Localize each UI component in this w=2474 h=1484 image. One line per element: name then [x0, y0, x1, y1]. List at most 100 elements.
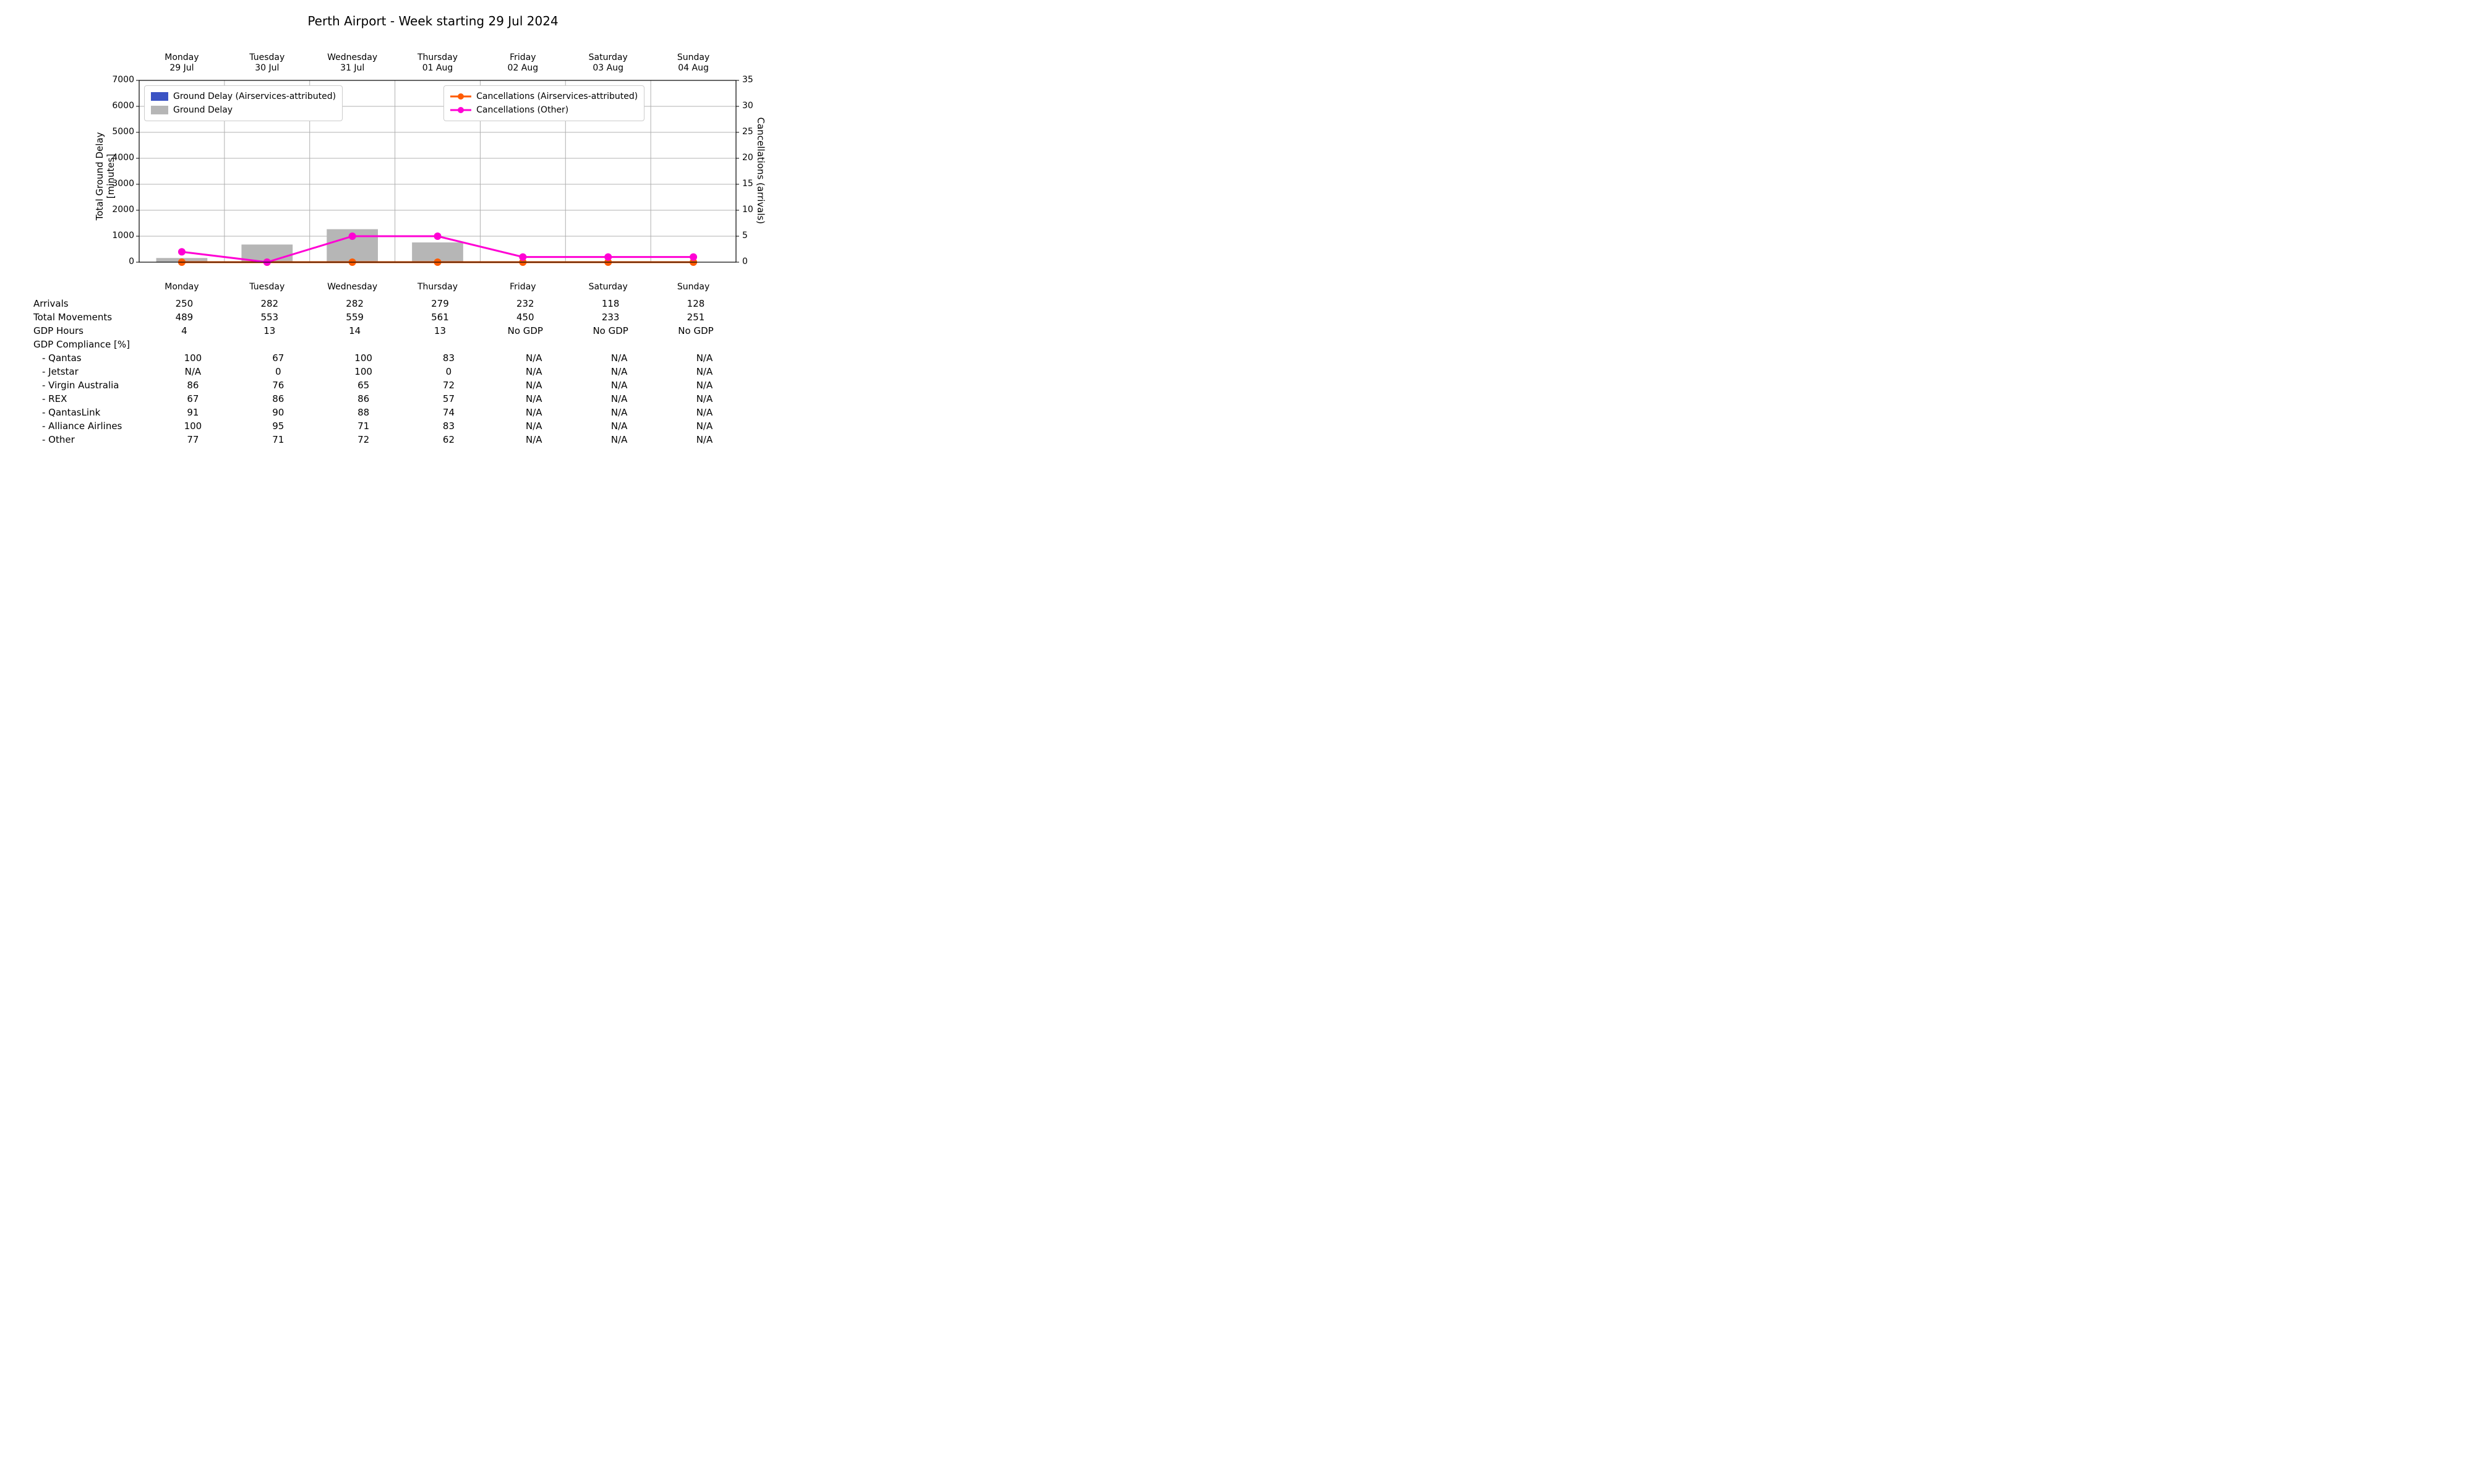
table-cell: 74	[406, 407, 492, 418]
row-label: - REX	[31, 393, 150, 404]
top-tick-day: Monday	[165, 53, 199, 62]
y-right-tick: 25	[742, 127, 767, 137]
row-label: Total Movements	[31, 312, 142, 323]
top-tick-label: Saturday03 Aug	[571, 53, 645, 74]
legend-right: Cancellations (Airservices-attributed)Ca…	[443, 85, 644, 121]
table-cell: 72	[321, 434, 406, 445]
table-cell: 62	[406, 434, 492, 445]
table-cell: 279	[398, 298, 483, 309]
marker-cancel-other	[690, 254, 697, 261]
top-tick-label: Monday29 Jul	[145, 53, 219, 74]
table-cell: 118	[568, 298, 653, 309]
table-cell: N/A	[576, 407, 662, 418]
y-left-tick: 4000	[103, 153, 134, 163]
table-cell: 100	[321, 352, 406, 364]
table-cell: 86	[236, 393, 321, 404]
table-cell: No GDP	[568, 325, 653, 336]
table-cell: No GDP	[482, 325, 568, 336]
top-tick-label: Wednesday31 Jul	[315, 53, 390, 74]
table-cell: N/A	[576, 420, 662, 432]
row-label: GDP Hours	[31, 325, 142, 336]
legend-swatch	[151, 106, 168, 114]
top-tick-date: 01 Aug	[422, 63, 453, 73]
bottom-tick-label: Friday	[486, 282, 560, 292]
y-right-tick: 5	[742, 231, 767, 241]
table-row: - JetstarN/A01000N/AN/AN/A	[31, 365, 747, 378]
table-cell: 88	[321, 407, 406, 418]
table-cell: 0	[236, 366, 321, 377]
table-cell: N/A	[491, 393, 576, 404]
table-cell: 77	[150, 434, 236, 445]
bottom-tick-label: Wednesday	[315, 282, 390, 292]
row-label: GDP Compliance [%]	[31, 339, 142, 350]
table-cell: 489	[142, 312, 227, 323]
table-cell: 232	[482, 298, 568, 309]
top-tick-day: Friday	[510, 53, 536, 62]
row-label: - Qantas	[31, 352, 150, 364]
legend-swatch	[151, 92, 168, 101]
bottom-tick-label: Tuesday	[230, 282, 304, 292]
row-label: - Jetstar	[31, 366, 150, 377]
table-cell: N/A	[662, 366, 747, 377]
table-cell: 91	[150, 407, 236, 418]
legend-item: Ground Delay (Airservices-attributed)	[151, 90, 336, 103]
table-cell: 100	[150, 352, 236, 364]
legend-item: Ground Delay	[151, 103, 336, 117]
bottom-tick-label: Saturday	[571, 282, 645, 292]
table-row: GDP Compliance [%]	[31, 338, 747, 351]
table-cell: 128	[653, 298, 738, 309]
table-cell: 450	[482, 312, 568, 323]
table-cell: 4	[142, 325, 227, 336]
table-cell: 76	[236, 380, 321, 391]
y-right-tick: 35	[742, 75, 767, 85]
top-tick-date: 29 Jul	[169, 63, 194, 73]
top-tick-date: 31 Jul	[340, 63, 364, 73]
y-right-tick: 30	[742, 101, 767, 111]
top-tick-label: Thursday01 Aug	[401, 53, 475, 74]
top-tick-day: Wednesday	[327, 53, 377, 62]
table-cell: 14	[312, 325, 398, 336]
row-label: - QantasLink	[31, 407, 150, 418]
legend-line-sample	[450, 92, 471, 101]
y-right-tick: 15	[742, 179, 767, 189]
bottom-tick-label: Thursday	[401, 282, 475, 292]
y-left-tick: 2000	[103, 205, 134, 215]
top-tick-label: Tuesday30 Jul	[230, 53, 304, 74]
y-left-tick: 0	[103, 257, 134, 267]
bottom-tick-label: Sunday	[656, 282, 730, 292]
table-cell: N/A	[491, 420, 576, 432]
table-cell: N/A	[491, 434, 576, 445]
table-cell: 13	[227, 325, 312, 336]
table-cell: 251	[653, 312, 738, 323]
table-cell: 0	[406, 366, 492, 377]
table-row: - REX67868657N/AN/AN/A	[31, 392, 747, 406]
legend-label: Cancellations (Other)	[476, 105, 568, 115]
table-cell: N/A	[491, 352, 576, 364]
table-cell: 67	[236, 352, 321, 364]
top-tick-label: Sunday04 Aug	[656, 53, 730, 74]
table-cell: N/A	[576, 380, 662, 391]
y-right-tick: 20	[742, 153, 767, 163]
table-cell: 250	[142, 298, 227, 309]
table-cell: 83	[406, 352, 492, 364]
marker-cancel-other	[519, 254, 526, 261]
y-right-tick: 0	[742, 257, 767, 267]
table-cell: N/A	[150, 366, 236, 377]
table-cell: 282	[227, 298, 312, 309]
legend-left: Ground Delay (Airservices-attributed)Gro…	[144, 85, 343, 121]
table-cell: N/A	[662, 352, 747, 364]
table-cell: 559	[312, 312, 398, 323]
data-table: Arrivals250282282279232118128Total Movem…	[31, 297, 747, 446]
table-cell: 86	[321, 393, 406, 404]
table-cell: 100	[150, 420, 236, 432]
table-cell: 72	[406, 380, 492, 391]
top-tick-date: 03 Aug	[593, 63, 623, 73]
table-cell: 57	[406, 393, 492, 404]
table-row: Arrivals250282282279232118128	[31, 297, 747, 310]
table-cell: N/A	[662, 380, 747, 391]
bottom-tick-label: Monday	[145, 282, 219, 292]
table-cell: N/A	[662, 434, 747, 445]
y-left-tick: 6000	[103, 101, 134, 111]
y-left-tick: 1000	[103, 231, 134, 241]
table-row: - Other77717262N/AN/AN/A	[31, 433, 747, 446]
